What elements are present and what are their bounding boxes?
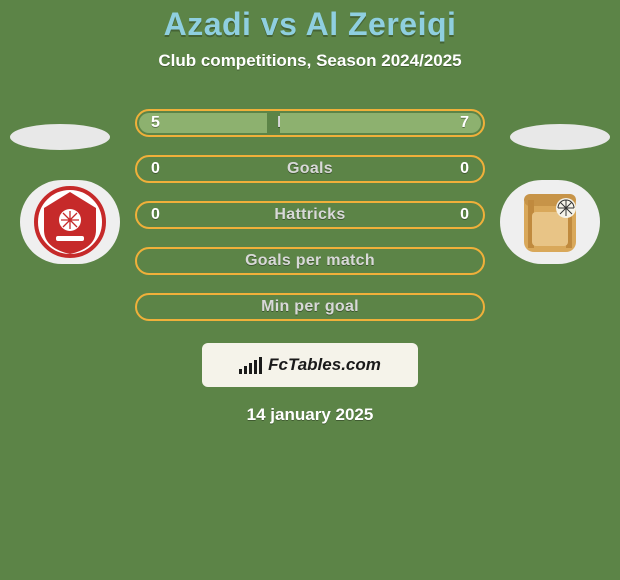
stat-label: Hattricks: [274, 206, 345, 224]
stat-value-right: 0: [460, 206, 469, 224]
stat-label: Min per goal: [261, 298, 359, 316]
date-label: 14 january 2025: [247, 405, 374, 425]
club-badge-azadi: [20, 180, 120, 264]
stat-value-left: 5: [151, 114, 160, 132]
page-subtitle: Club competitions, Season 2024/2025: [158, 51, 461, 71]
bar-fill-right: [280, 113, 481, 133]
stat-label: Goals: [287, 160, 333, 178]
stat-pill: Goals 0 0: [135, 155, 485, 183]
stat-pill: Matches57: [135, 109, 485, 137]
crest-icon-right: [514, 186, 586, 258]
stat-row: Min per goal: [135, 293, 485, 321]
stat-row: Hattricks 0 0: [135, 201, 485, 229]
stat-pill: Min per goal: [135, 293, 485, 321]
club-badge-al-zereiqi: [500, 180, 600, 264]
stat-label: Goals per match: [245, 252, 375, 270]
stat-value-left: 0: [151, 206, 160, 224]
stats-container: Matches57Goals00Hattricks00Goals per mat…: [135, 109, 485, 339]
page-title: Azadi vs Al Zereiqi: [164, 6, 457, 43]
branding-badge: FcTables.com: [202, 343, 418, 387]
stat-pill: Hattricks 0 0: [135, 201, 485, 229]
bars-icon: [239, 356, 262, 374]
comparison-card: Azadi vs Al Zereiqi Club competitions, S…: [0, 0, 620, 580]
stat-pill: Goals per match: [135, 247, 485, 275]
player-ellipse-left: [10, 124, 110, 150]
crest-icon-left: [34, 186, 106, 258]
stat-row: Goals per match: [135, 247, 485, 275]
stat-row: Goals 0 0: [135, 155, 485, 183]
branding-text: FcTables.com: [268, 355, 381, 375]
stat-value-right: 0: [460, 160, 469, 178]
stat-value-right: 7: [460, 114, 469, 132]
player-ellipse-right: [510, 124, 610, 150]
stat-value-left: 0: [151, 160, 160, 178]
stat-row: Matches57: [135, 109, 485, 137]
